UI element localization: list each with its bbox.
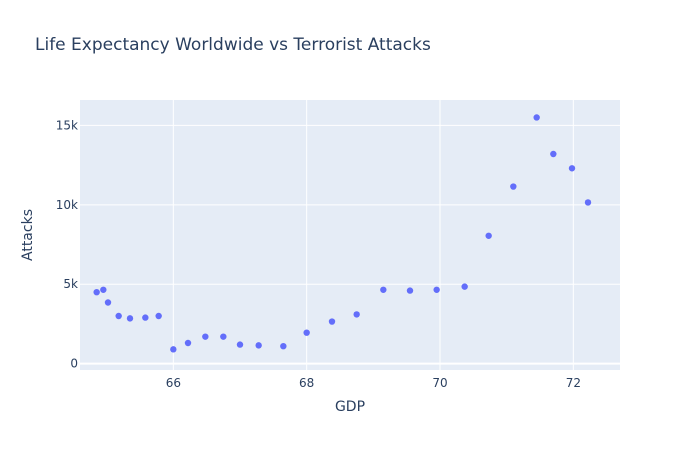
x-tick-label: 70 xyxy=(432,376,447,390)
data-point[interactable] xyxy=(220,333,227,340)
gridlines xyxy=(80,100,620,370)
data-point[interactable] xyxy=(93,288,100,296)
data-point[interactable] xyxy=(170,346,177,353)
data-point[interactable] xyxy=(303,329,310,336)
data-point[interactable] xyxy=(406,287,414,294)
chart-title: Life Expectancy Worldwide vs Terrorist A… xyxy=(35,35,431,55)
data-point[interactable] xyxy=(485,232,492,239)
y-tick-labels: 0 5k 10k 15k xyxy=(56,118,78,370)
data-point[interactable] xyxy=(155,312,162,320)
data-point[interactable] xyxy=(100,286,107,293)
y-axis-label: Attacks xyxy=(20,209,36,261)
x-axis-label: GDP xyxy=(335,399,365,415)
data-point[interactable] xyxy=(280,342,287,350)
x-tick-label: 66 xyxy=(166,376,181,390)
data-point[interactable] xyxy=(584,199,592,206)
data-point[interactable] xyxy=(533,114,540,121)
data-point[interactable] xyxy=(550,150,557,158)
plot-area xyxy=(80,100,620,370)
y-tick-label: 15k xyxy=(56,118,78,132)
data-point[interactable] xyxy=(255,342,262,349)
x-tick-label: 72 xyxy=(566,376,581,390)
data-point[interactable] xyxy=(184,339,192,347)
data-point[interactable] xyxy=(104,299,112,306)
x-tick-labels: 66 68 70 72 xyxy=(166,376,581,390)
data-point[interactable] xyxy=(568,165,576,172)
data-point[interactable] xyxy=(115,312,122,320)
data-point[interactable] xyxy=(461,283,468,290)
data-point[interactable] xyxy=(126,315,134,322)
data-point[interactable] xyxy=(353,311,360,318)
y-tick-label: 5k xyxy=(63,277,78,291)
data-point[interactable] xyxy=(380,286,387,293)
data-point[interactable] xyxy=(328,318,336,325)
data-point[interactable] xyxy=(236,341,244,348)
data-points xyxy=(93,114,592,353)
y-tick-label: 0 xyxy=(70,357,78,371)
y-tick-label: 10k xyxy=(56,198,78,212)
data-point[interactable] xyxy=(433,286,440,293)
data-point[interactable] xyxy=(202,333,209,340)
data-point[interactable] xyxy=(510,183,517,190)
data-point[interactable] xyxy=(142,314,149,321)
x-tick-label: 68 xyxy=(299,376,314,390)
